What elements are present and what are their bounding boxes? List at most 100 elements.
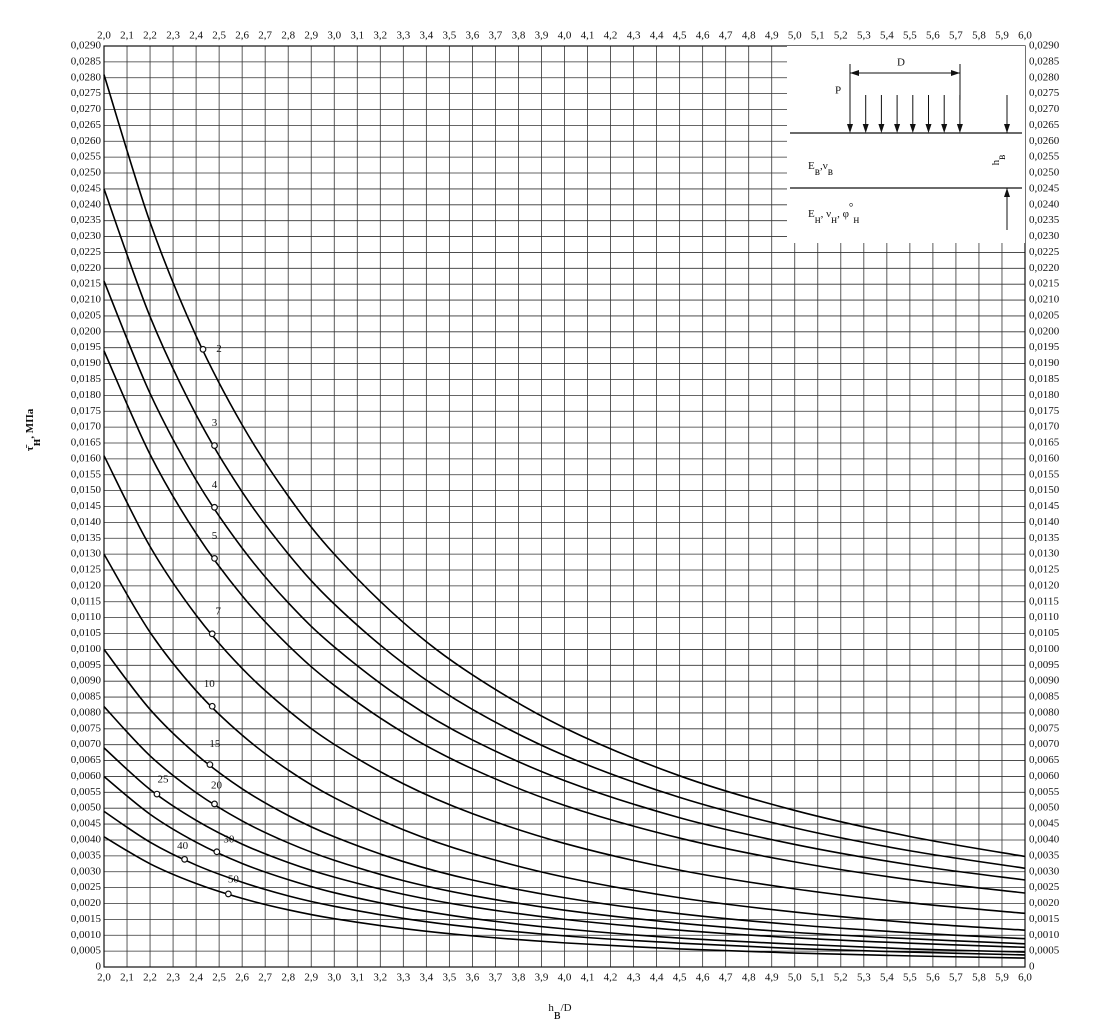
y-tick-label: 0,0280 bbox=[71, 71, 102, 83]
x-tick-label: 4,0 bbox=[558, 972, 572, 984]
x-tick-label: 5,5 bbox=[903, 972, 917, 984]
y-tick-label: 0,0005 bbox=[71, 945, 102, 957]
y-tick-label: 0,0085 bbox=[71, 691, 102, 703]
y-tick-label-right: 0,0035 bbox=[1029, 849, 1060, 861]
text-part: в bbox=[828, 166, 833, 178]
y-tick-label-right: 0,0175 bbox=[1029, 405, 1060, 417]
text-part: , ν bbox=[821, 208, 832, 220]
x-tick-label: 3,7 bbox=[489, 972, 503, 984]
x-tick-label-top: 2,9 bbox=[304, 30, 318, 42]
y-tick-label: 0,0160 bbox=[71, 452, 102, 464]
upper-layer-label: Eв,νв bbox=[808, 160, 833, 178]
x-tick-label-top: 5,5 bbox=[903, 30, 917, 42]
y-tick-label-right: 0,0275 bbox=[1029, 87, 1060, 99]
x-tick-label-top: 4,7 bbox=[719, 30, 733, 42]
y-axis-title: τ̄н, МПа bbox=[24, 408, 44, 451]
y-tick-label: 0,0235 bbox=[71, 214, 102, 226]
curve-label: 20 bbox=[211, 779, 223, 791]
text-part: /D bbox=[561, 1002, 572, 1014]
curve-marker bbox=[211, 554, 218, 562]
load-arrow-head bbox=[956, 124, 963, 133]
y-tick-label: 0,0080 bbox=[71, 706, 102, 718]
y-tick-label: 0,0030 bbox=[71, 865, 102, 877]
y-tick-label-right: 0,0290 bbox=[1029, 40, 1060, 52]
x-tick-label-top: 4,0 bbox=[558, 30, 572, 42]
x-tick-label: 3,6 bbox=[466, 972, 480, 984]
span-label: D bbox=[897, 57, 905, 69]
y-tick-label: 0,0095 bbox=[71, 659, 102, 671]
y-tick-label: 0,0180 bbox=[71, 389, 102, 401]
x-tick-label: 4,2 bbox=[604, 972, 618, 984]
curve-label: 4 bbox=[212, 479, 218, 491]
x-tick-label-top: 4,5 bbox=[673, 30, 687, 42]
x-tick-label-top: 3,0 bbox=[327, 30, 341, 42]
curve-label: 25 bbox=[157, 774, 169, 786]
x-tick-label-top: 4,3 bbox=[627, 30, 641, 42]
curve-marker bbox=[181, 855, 188, 863]
x-tick-label-top: 5,8 bbox=[972, 30, 986, 42]
y-tick-label: 0,0020 bbox=[71, 897, 102, 909]
curve-marker bbox=[206, 761, 214, 769]
y-tick-label: 0,0145 bbox=[71, 500, 102, 512]
x-tick-label-top: 2,4 bbox=[189, 30, 203, 42]
y-tick-label-right: 0,0180 bbox=[1029, 389, 1060, 401]
lower-layer-label: Eн, νн, φ°н bbox=[808, 202, 859, 226]
y-tick-label: 0,0040 bbox=[71, 833, 102, 845]
y-tick-label: 0,0275 bbox=[71, 87, 102, 99]
curve bbox=[103, 280, 1026, 881]
curve bbox=[103, 747, 1026, 949]
y-tick-label-right: 0,0090 bbox=[1029, 675, 1060, 687]
x-tick-label-top: 3,7 bbox=[489, 30, 503, 42]
y-tick-label-right: 0,0115 bbox=[1029, 595, 1059, 607]
curve-marker bbox=[208, 630, 216, 638]
y-tick-label-right: 0,0140 bbox=[1029, 516, 1060, 528]
curve bbox=[103, 648, 1026, 940]
y-tick-label-right: 0,0150 bbox=[1029, 484, 1060, 496]
y-tick-label-right: 0,0195 bbox=[1029, 341, 1060, 353]
y-tick-label-right: 0,0155 bbox=[1029, 468, 1060, 480]
curve-marker bbox=[211, 503, 218, 511]
y-tick-label-right: 0,0040 bbox=[1029, 833, 1060, 845]
y-tick-label-right: 0,0055 bbox=[1029, 786, 1060, 798]
y-tick-label: 0,0200 bbox=[71, 325, 102, 337]
text-part: , МПа bbox=[24, 408, 36, 438]
x-tick-label-top: 4,4 bbox=[650, 30, 664, 42]
x-tick-label: 5,8 bbox=[972, 972, 986, 984]
y-tick-label: 0,0245 bbox=[71, 182, 102, 194]
y-tick-label: 0,0130 bbox=[71, 548, 102, 560]
y-tick-label-right: 0,0130 bbox=[1029, 548, 1060, 560]
text-part: ° bbox=[849, 202, 853, 214]
y-tick-label: 0,0055 bbox=[71, 786, 102, 798]
y-tick-label-right: 0,0080 bbox=[1029, 706, 1060, 718]
y-tick-label-right: 0,0005 bbox=[1029, 945, 1060, 957]
y-tick-label-right: 0,0025 bbox=[1029, 881, 1060, 893]
curve-label: 5 bbox=[212, 530, 218, 542]
x-tick-label: 4,1 bbox=[581, 972, 595, 984]
load-arrow-head bbox=[941, 124, 948, 133]
text-part: н bbox=[28, 438, 43, 446]
x-tick-label: 3,8 bbox=[512, 972, 526, 984]
y-tick-label: 0,0255 bbox=[71, 151, 102, 163]
x-tick-label-top: 3,5 bbox=[443, 30, 457, 42]
x-tick-label-top: 3,3 bbox=[396, 30, 410, 42]
plot-frame bbox=[103, 45, 1026, 968]
y-tick-label: 0,0175 bbox=[71, 405, 102, 417]
y-tick-label-right: 0,0285 bbox=[1029, 55, 1060, 67]
y-tick-label: 0,0260 bbox=[71, 135, 102, 147]
x-tick-label-top: 3,9 bbox=[535, 30, 549, 42]
text-part: в bbox=[996, 155, 1008, 160]
x-tick-label: 5,0 bbox=[788, 972, 802, 984]
y-tick-label-right: 0,0030 bbox=[1029, 865, 1060, 877]
y-tick-label-right: 0,0270 bbox=[1029, 103, 1060, 115]
x-tick-label: 2,8 bbox=[281, 972, 295, 984]
x-tick-label: 4,5 bbox=[673, 972, 687, 984]
y-tick-label-right: 0,0200 bbox=[1029, 325, 1060, 337]
y-tick-label-right: 0,0210 bbox=[1029, 294, 1060, 306]
text-part: в bbox=[815, 166, 820, 178]
x-tick-label-top: 3,2 bbox=[373, 30, 387, 42]
y-tick-label: 0,0250 bbox=[71, 167, 102, 179]
load-arrow-head bbox=[862, 124, 869, 133]
y-tick-label: 0,0215 bbox=[71, 278, 102, 290]
x-tick-label: 5,7 bbox=[949, 972, 963, 984]
